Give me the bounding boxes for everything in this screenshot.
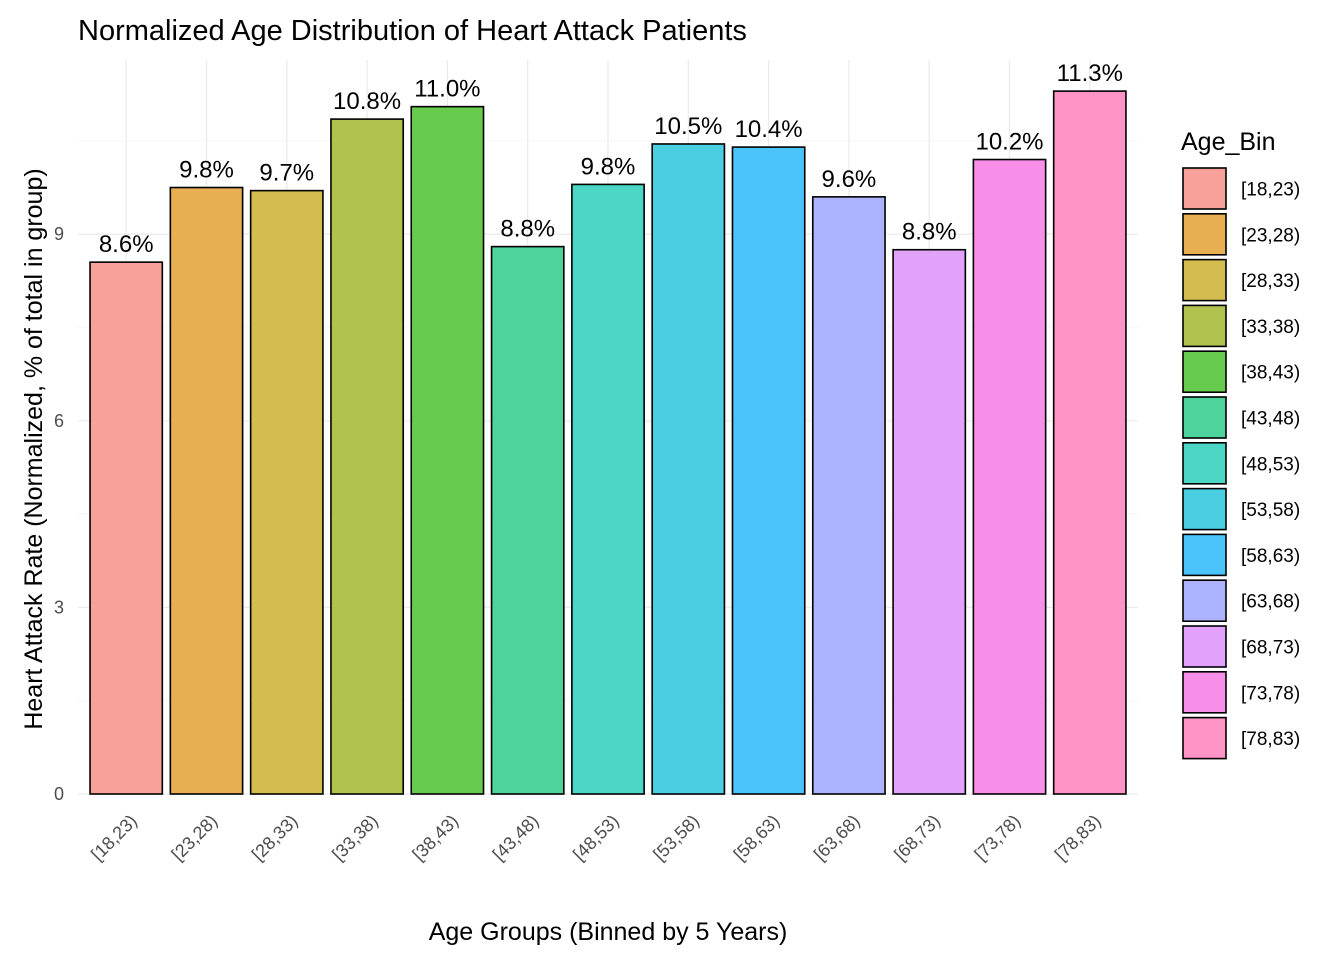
x-tick-label: [18,23) bbox=[87, 811, 141, 865]
bar bbox=[1052, 90, 1127, 795]
bar bbox=[571, 183, 645, 795]
legend-key bbox=[1182, 350, 1227, 394]
legend-key bbox=[1182, 304, 1227, 348]
legend-label: [43,48) bbox=[1241, 409, 1300, 430]
bar-data-label: 9.6% bbox=[822, 166, 877, 193]
bar bbox=[972, 158, 1047, 795]
x-tick-label: [38,43) bbox=[408, 811, 462, 865]
legend-label: [48,53) bbox=[1241, 454, 1300, 475]
bar-data-label: 8.8% bbox=[500, 216, 555, 243]
x-axis-title: Age Groups (Binned by 5 Years) bbox=[429, 918, 788, 946]
x-tick-label: [28,33) bbox=[248, 811, 302, 865]
x-tick-label: [78,83) bbox=[1051, 811, 1105, 865]
legend-key bbox=[1182, 487, 1227, 531]
legend-label: [68,73) bbox=[1241, 638, 1300, 659]
bar bbox=[811, 196, 886, 795]
legend-key bbox=[1182, 441, 1227, 485]
bar-data-label: 10.2% bbox=[975, 129, 1043, 156]
legend-label: [73,78) bbox=[1241, 683, 1300, 704]
x-tick-label: [43,48) bbox=[489, 811, 543, 865]
bar-data-label: 10.4% bbox=[735, 116, 803, 143]
legend-label: [23,28) bbox=[1241, 225, 1300, 246]
y-axis-ticks: 0 3 6 9 bbox=[54, 224, 64, 804]
bar-data-label: 10.8% bbox=[333, 88, 401, 115]
legend-key bbox=[1182, 625, 1227, 668]
x-axis-ticks: [18,23) [23,28) [28,33) [33,38) [38,43) [43,4… bbox=[87, 811, 1104, 865]
legend-label: [38,43) bbox=[1241, 363, 1300, 384]
bar bbox=[490, 245, 565, 795]
y-tick-label: 0 bbox=[54, 784, 64, 804]
legend-key bbox=[1182, 258, 1227, 302]
bar-data-label: 11.3% bbox=[1057, 60, 1123, 87]
legend-key bbox=[1182, 716, 1227, 760]
legend-label: [33,38) bbox=[1241, 317, 1300, 338]
legend-label: [78,83) bbox=[1241, 729, 1300, 750]
legend-key bbox=[1182, 670, 1227, 714]
bar-data-label: 9.7% bbox=[259, 160, 314, 187]
legend-label: [63,68) bbox=[1241, 592, 1300, 613]
bar bbox=[651, 143, 726, 795]
legend-label: [58,63) bbox=[1241, 546, 1300, 567]
legend-items: [18,23) [23,28) [28,33) [33,38) [38,43) [43,4… bbox=[1182, 167, 1300, 760]
legend-key bbox=[1182, 213, 1227, 256]
bar bbox=[892, 248, 967, 795]
bars bbox=[89, 90, 1127, 795]
chart-title: Normalized Age Distribution of Heart Att… bbox=[78, 15, 747, 47]
legend: Age_Bin [18,23) [23,28) [28,33) [33,38) [38,… bbox=[1181, 128, 1300, 760]
legend-label: [18,23) bbox=[1241, 180, 1300, 201]
bar-data-label: 8.6% bbox=[99, 231, 154, 258]
x-tick-label: [23,28) bbox=[168, 811, 222, 865]
bar-data-label: 8.8% bbox=[902, 219, 957, 246]
bar bbox=[410, 105, 485, 795]
x-tick-label: [53,58) bbox=[649, 811, 703, 865]
legend-key bbox=[1182, 396, 1227, 439]
x-tick-label: [73,78) bbox=[971, 811, 1025, 865]
y-axis-title: Heart Attack Rate (Normalized, % of tota… bbox=[20, 168, 48, 729]
data-labels: 8.6% 9.8% 9.7% 10.8% 11.0% 8.8% 9.8% 10.5% 10.4%… bbox=[99, 60, 1123, 258]
x-tick-label: [48,53) bbox=[569, 811, 623, 865]
bar bbox=[249, 189, 324, 795]
y-tick-label: 6 bbox=[54, 411, 64, 431]
bar bbox=[330, 118, 405, 795]
y-tick-label: 3 bbox=[54, 597, 64, 617]
bar-data-label: 11.0% bbox=[414, 76, 480, 103]
x-tick-label: [68,73) bbox=[890, 811, 944, 865]
legend-key bbox=[1182, 533, 1227, 577]
x-tick-label: [58,63) bbox=[730, 811, 784, 865]
legend-key bbox=[1182, 167, 1227, 210]
bar bbox=[169, 186, 244, 795]
x-tick-label: [33,38) bbox=[328, 811, 382, 865]
y-tick-label: 9 bbox=[54, 224, 64, 244]
bar-data-label: 10.5% bbox=[654, 113, 722, 140]
bar-data-label: 9.8% bbox=[179, 157, 234, 184]
x-tick-label: [63,68) bbox=[810, 811, 864, 865]
legend-label: [28,33) bbox=[1241, 271, 1300, 292]
bar bbox=[731, 146, 806, 795]
bar-data-label: 9.8% bbox=[581, 153, 636, 180]
legend-title: Age_Bin bbox=[1181, 128, 1276, 156]
legend-label: [53,58) bbox=[1241, 500, 1300, 521]
legend-key bbox=[1182, 579, 1227, 623]
bar bbox=[89, 261, 164, 795]
